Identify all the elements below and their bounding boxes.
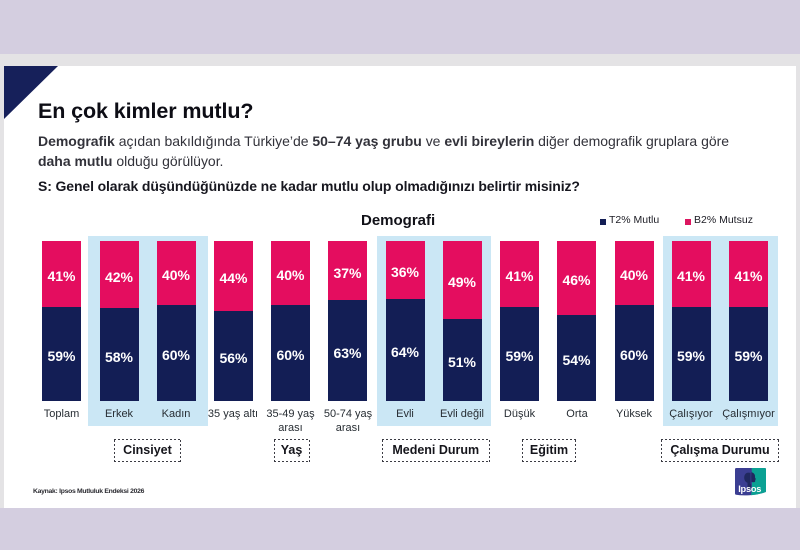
svg-text:Ipsos: Ipsos: [738, 484, 761, 494]
